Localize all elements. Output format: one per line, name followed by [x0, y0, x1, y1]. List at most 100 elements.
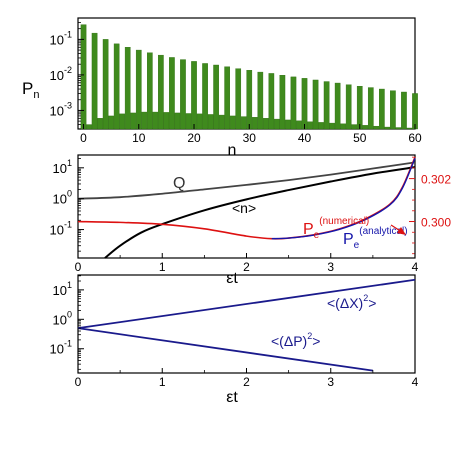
p2-y2tick-label: 0.300 [421, 216, 451, 230]
p3-xtick-label: 2 [243, 375, 250, 389]
label-pe-numerical-sub: e [314, 230, 320, 241]
bar-even-n38 [290, 76, 297, 130]
p2-y2tick-label: 0.302 [421, 173, 451, 187]
p2-ytick-label: 101 [53, 158, 72, 176]
p1-xtick-label: 10 [132, 131, 146, 145]
bar-even-n46 [334, 82, 341, 130]
bar-odd-n45 [329, 122, 335, 130]
p3-curves [77, 278, 416, 372]
label-dx2: <(ΔX)2> [327, 293, 376, 311]
bar-even-n42 [312, 79, 319, 130]
bar-even-n0 [80, 24, 87, 130]
p1-ytick-label-exp: -3 [64, 100, 72, 110]
bar-odd-n27 [229, 115, 236, 130]
bar-odd-n23 [207, 114, 214, 130]
bar-even-n12 [146, 52, 153, 130]
p2-xlabel: εt [226, 270, 238, 287]
bar-odd-n47 [340, 123, 347, 130]
bar-odd-n7 [119, 113, 126, 130]
p2-ytick-label-exp: -1 [64, 220, 72, 230]
bar-even-n6 [113, 43, 120, 130]
p2-xtick-label: 2 [243, 260, 250, 274]
line-dp2 [77, 327, 374, 372]
bar-even-n48 [345, 84, 352, 130]
p3-xtick-label: 3 [327, 375, 334, 389]
bar-odd-n19 [185, 113, 192, 130]
label-dp2-end: > [312, 333, 320, 349]
p1-xtick-label: 20 [187, 131, 201, 145]
label-dx2-exp: 2 [363, 293, 368, 303]
bar-odd-n29 [240, 116, 247, 130]
bar-even-n10 [135, 49, 142, 130]
bar-odd-n5 [108, 115, 114, 130]
bar-even-n54 [379, 88, 385, 130]
label-pe-analytical: Pe (analytical) [343, 226, 408, 251]
bar-even-n44 [323, 81, 330, 130]
curve-pe-analytical [271, 157, 416, 240]
p2-ytick-label-base: 10 [53, 161, 67, 176]
bar-even-n20 [191, 61, 197, 130]
label-dx2-end: > [368, 295, 376, 311]
p1-ticks: 10-110-210-30 10 20 30 40 50 60 [50, 17, 422, 145]
bar-even-n4 [102, 39, 109, 130]
bar-even-n30 [246, 70, 253, 130]
bar-even-n50 [356, 86, 363, 130]
bar-odd-n43 [318, 122, 324, 130]
p2-ytick-label: 100 [53, 189, 72, 207]
p3-ytick-label-exp: 1 [67, 280, 72, 290]
p3-ytick-label: 101 [53, 280, 72, 298]
label-dp2-main: <(ΔP) [271, 333, 307, 349]
p1-ytick-label-exp: -2 [64, 65, 72, 75]
bar-odd-n25 [218, 114, 225, 130]
p3-ytick-label-exp: 0 [67, 309, 72, 319]
bar-odd-n57 [395, 127, 402, 130]
label-pe-analytical-sup: (analytical) [359, 226, 407, 237]
p3-xtick-label: 1 [159, 375, 166, 389]
bar-odd-n51 [362, 125, 369, 130]
p3-xtick-label: 4 [412, 375, 419, 389]
p1-bars [80, 24, 418, 130]
p1-ytick-label-base: 10 [50, 32, 64, 47]
label-dp2: <(ΔP)2> [271, 331, 320, 349]
p3-ytick-label-exp: -1 [64, 339, 72, 349]
bar-odd-n15 [163, 112, 170, 130]
label-n-mean: <n> [232, 200, 256, 216]
p1-ytick-label: 10-2 [50, 65, 72, 83]
p2-xtick-label: 3 [327, 260, 334, 274]
p2-ytick-label: 10-1 [50, 220, 72, 238]
bar-even-n58 [401, 91, 407, 130]
bar-odd-n21 [196, 113, 203, 130]
bar-odd-n39 [296, 120, 302, 130]
line-dx2 [77, 278, 416, 330]
p3-xtick-label: 0 [75, 375, 82, 389]
p3-ytick-label-base: 10 [53, 283, 67, 298]
p1-ytick-label-base: 10 [50, 68, 64, 83]
bar-even-n22 [202, 63, 208, 130]
bar-odd-n1 [86, 124, 92, 130]
bar-even-n60 [412, 93, 418, 130]
label-pe-numerical-sup: (numerical) [319, 216, 369, 227]
p3-ytick-label: 10-1 [50, 339, 72, 357]
bar-even-n52 [367, 87, 374, 130]
bar-even-n2 [91, 32, 98, 130]
bar-odd-n35 [274, 118, 280, 130]
label-pe-numerical: Pe (numerical) [303, 216, 369, 241]
p3-ytick-label: 100 [53, 309, 72, 327]
bar-odd-n3 [97, 118, 103, 130]
panel-pn-distribution: 10-110-210-30 10 20 30 40 50 60 Pn n [22, 17, 422, 159]
bar-even-n56 [390, 90, 396, 130]
p3-ytick-label-base: 10 [50, 342, 64, 357]
p1-xlabel: n [228, 142, 237, 159]
bar-odd-n53 [373, 125, 380, 130]
p1-ytick-label: 10-3 [50, 100, 72, 118]
label-pe-analytical-sub: e [354, 240, 360, 251]
p1-ylabel-main: P [22, 79, 33, 98]
curve-n-mean [104, 166, 416, 259]
bar-odd-n17 [174, 112, 181, 130]
p1-xtick-label: 0 [80, 131, 87, 145]
bar-odd-n31 [251, 117, 258, 130]
bar-odd-n37 [285, 119, 291, 130]
bar-even-n28 [235, 68, 242, 130]
label-dx2-main: <(ΔX) [327, 295, 363, 311]
